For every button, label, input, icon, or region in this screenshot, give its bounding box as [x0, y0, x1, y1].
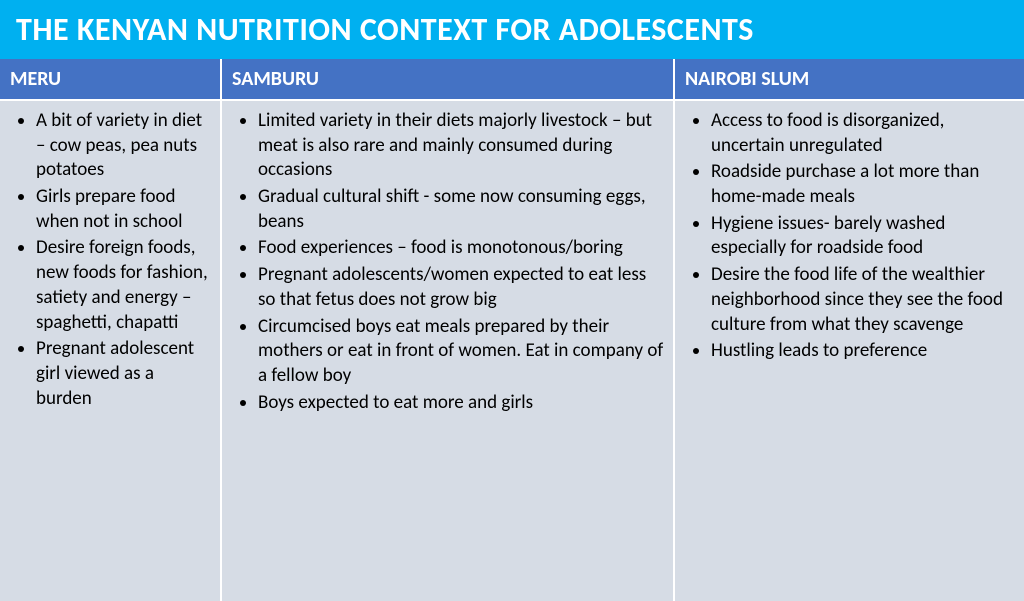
- list-item: A bit of variety in diet – cow peas, pea…: [36, 109, 212, 183]
- list-item: Circumcised boys eat meals prepared by t…: [258, 315, 665, 389]
- column-header-nairobi: NAIROBI SLUM: [675, 59, 1024, 101]
- list-item: Girls prepare food when not in school: [36, 185, 212, 234]
- list-item: Desire the food life of the wealthier ne…: [711, 263, 1016, 337]
- column-body-meru: A bit of variety in diet – cow peas, pea…: [0, 101, 220, 601]
- list-item: Access to food is disorganized, uncertai…: [711, 109, 1016, 158]
- column-body-samburu: Limited variety in their diets majorly l…: [222, 101, 673, 601]
- list-item: Hustling leads to preference: [711, 339, 1016, 364]
- list-item: Pregnant adolescents/women expected to e…: [258, 263, 665, 312]
- column-body-nairobi: Access to food is disorganized, uncertai…: [675, 101, 1024, 601]
- list-item: Food experiences – food is monotonous/bo…: [258, 236, 665, 261]
- column-nairobi: NAIROBI SLUM Access to food is disorgani…: [675, 59, 1024, 601]
- list-item: Limited variety in their diets majorly l…: [258, 109, 665, 183]
- column-header-meru: MERU: [0, 59, 220, 101]
- column-header-samburu: SAMBURU: [222, 59, 673, 101]
- list-item: Hygiene issues- barely washed especially…: [711, 212, 1016, 261]
- list-item: Pregnant adolescent girl viewed as a bur…: [36, 337, 212, 411]
- list-item: Gradual cultural shift - some now consum…: [258, 185, 665, 234]
- page-title: THE KENYAN NUTRITION CONTEXT FOR ADOLESC…: [0, 0, 1024, 59]
- column-samburu: SAMBURU Limited variety in their diets m…: [222, 59, 675, 601]
- column-meru: MERU A bit of variety in diet – cow peas…: [0, 59, 222, 601]
- list-item: Desire foreign foods, new foods for fash…: [36, 236, 212, 335]
- list-item: Boys expected to eat more and girls: [258, 391, 665, 416]
- nutrition-table: MERU A bit of variety in diet – cow peas…: [0, 59, 1024, 601]
- list-item: Roadside purchase a lot more than home-m…: [711, 160, 1016, 209]
